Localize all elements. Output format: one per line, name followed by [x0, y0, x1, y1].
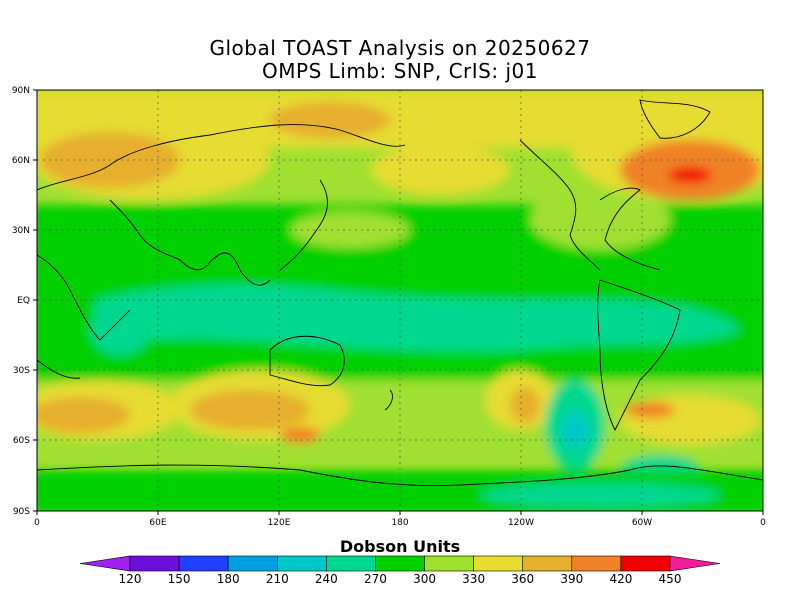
colorbar-swatch	[375, 555, 425, 572]
axis-ticks	[33, 89, 764, 515]
field-indian-teal	[90, 305, 150, 355]
coast-eurasia-north	[37, 124, 406, 191]
colorbar-swatch	[473, 555, 524, 572]
colorbar-swatch	[522, 555, 573, 572]
colorbar-tick-label: 270	[364, 572, 387, 586]
coast-asia-south	[109, 199, 271, 286]
colorbar-tick-label: 240	[315, 572, 338, 586]
colorbar-swatch-min	[79, 555, 131, 572]
field-pacific-yellow	[370, 145, 510, 195]
colorbar-tick-label: 390	[560, 572, 583, 586]
colorbar-swatch	[571, 555, 622, 572]
field-south-orange-4	[625, 402, 675, 418]
lon-label-180: 180	[391, 518, 408, 528]
field-namerica-lime	[530, 190, 670, 250]
field-south-amer-yellow	[620, 395, 760, 445]
coast-africa-south	[37, 359, 81, 379]
lat-label-30s: 30S	[13, 366, 30, 376]
colorbar-tick-label: 450	[659, 572, 682, 586]
colorbar-tick-label: 420	[609, 572, 632, 586]
graticule	[37, 90, 763, 511]
coast-north-america-west	[519, 139, 601, 271]
colorbar: 120 150 180 210 240 270 300 330 360 390 420 450	[79, 555, 721, 586]
coast-new-zealand	[384, 389, 393, 411]
colorbar-tick-label: 300	[413, 572, 436, 586]
lon-label-60e: 60E	[149, 518, 166, 528]
field-max-red	[668, 167, 712, 183]
colorbar-swatch	[276, 555, 327, 572]
field-siberia-orange	[270, 102, 390, 138]
coast-antarctica	[37, 464, 763, 487]
colorbar-swatch	[227, 555, 278, 572]
lat-label-90s: 90S	[13, 507, 30, 517]
field-spac-orange	[510, 387, 540, 423]
coast-africa-east	[37, 254, 131, 341]
coast-north-america-east	[599, 187, 661, 271]
colorbar-tick-label: 180	[217, 572, 240, 586]
colorbar-swatch	[178, 555, 229, 572]
field-south-orange-3	[280, 427, 320, 443]
colorbar-tick-label: 120	[119, 572, 142, 586]
lat-label-60s: 60S	[13, 436, 30, 446]
colorbar-swatch	[620, 555, 671, 572]
lon-label-120e: 120E	[268, 518, 291, 528]
lat-label-90n: 90N	[12, 86, 30, 96]
colorbar-tick-label: 360	[511, 572, 534, 586]
lon-label-0-east: 0	[760, 518, 766, 528]
coast-east-asia	[279, 179, 328, 271]
colorbar-tick-label: 150	[168, 572, 191, 586]
field-south-orange-2	[190, 390, 310, 430]
field-antarctic-teal-2	[480, 483, 720, 507]
lon-label-0: 0	[34, 518, 40, 528]
field-south-orange-1	[37, 397, 130, 433]
map-subtitle: OMPS Limb: SNP, CrIS: j01	[262, 59, 538, 83]
colorbar-units-label: Dobson Units	[340, 537, 460, 556]
coast-greenland	[639, 99, 711, 139]
field-antarctic-green-2	[50, 478, 350, 502]
field-equatorial-teal	[95, 284, 740, 352]
lat-label-30n: 30N	[12, 226, 30, 236]
map-title: Global TOAST Analysis on 20250627	[209, 36, 591, 60]
lat-labels: 90N 60N 30N EQ 30S 60S 90S	[12, 86, 30, 517]
field-sp-low-cyan	[561, 412, 589, 448]
coast-south-america	[597, 279, 681, 432]
colorbar-swatch	[326, 555, 376, 572]
coast-australia	[269, 335, 345, 387]
colorbar-tick-label: 210	[266, 572, 289, 586]
colorbar-swatch	[424, 555, 474, 572]
lon-labels: 0 60E 120E 180 120W 60W 0	[34, 518, 766, 528]
lon-label-60w: 60W	[632, 518, 652, 528]
colorbar-swatch	[129, 555, 180, 572]
lon-label-120w: 120W	[508, 518, 534, 528]
colorbar-tick-label: 330	[462, 572, 485, 586]
ozone-field	[37, 90, 763, 511]
coastlines	[37, 99, 763, 487]
colorbar-swatch-max	[669, 555, 721, 572]
lat-label-eq: EQ	[17, 296, 30, 306]
lat-label-60n: 60N	[12, 156, 30, 166]
